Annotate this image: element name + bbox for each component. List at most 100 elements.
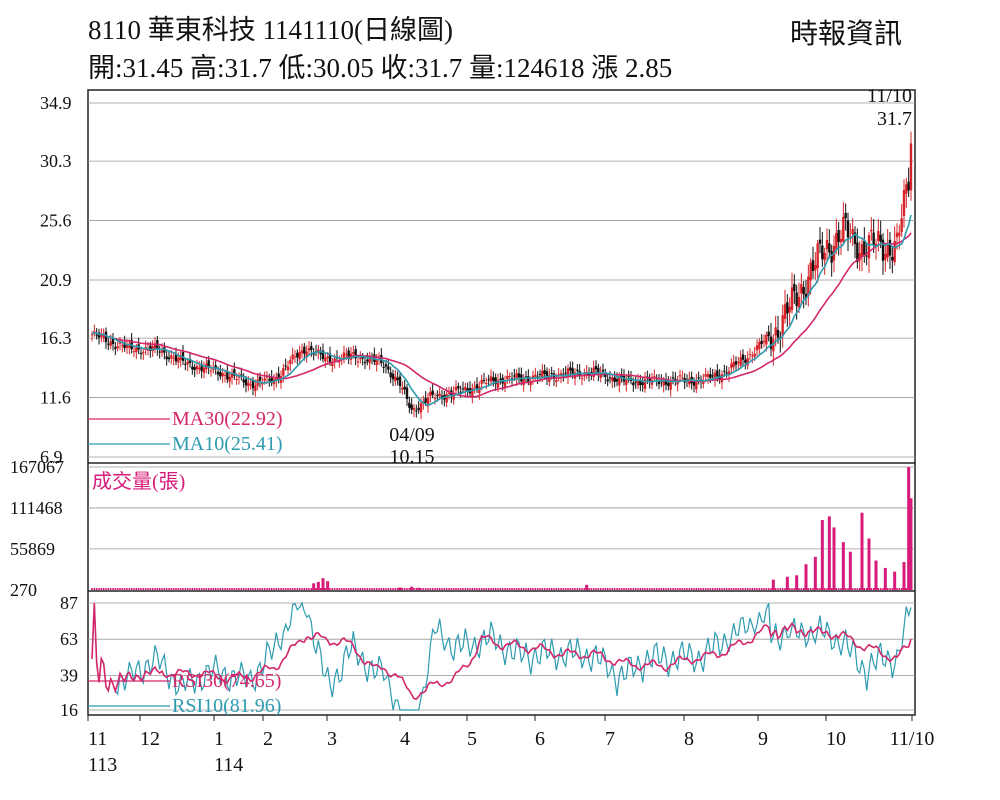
volume-bar xyxy=(627,588,630,590)
candle-body xyxy=(781,315,784,336)
volume-bar xyxy=(807,588,810,590)
annotation-high-value: 31.7 xyxy=(877,108,912,130)
candle-body xyxy=(270,377,273,383)
candle-body xyxy=(226,371,229,380)
volume-bar xyxy=(186,588,189,590)
candle-body xyxy=(111,337,115,344)
volume-bar xyxy=(702,588,705,590)
candle-body xyxy=(597,367,600,375)
candle-body xyxy=(884,253,887,260)
candle-body xyxy=(716,370,719,377)
price-y-tick-label: 16.3 xyxy=(40,328,72,348)
volume-bar xyxy=(266,588,268,590)
candle-body xyxy=(223,374,227,376)
candle-body xyxy=(524,376,528,378)
volume-bar xyxy=(198,588,201,590)
volume-bar xyxy=(175,588,177,590)
candle-body xyxy=(286,366,290,371)
candle-body xyxy=(109,341,112,346)
candle-body xyxy=(307,347,311,351)
volume-bar xyxy=(841,542,845,590)
candle-body xyxy=(809,262,812,281)
volume-bar xyxy=(851,588,854,590)
candle-body xyxy=(881,239,885,261)
candle-body xyxy=(489,376,493,382)
volume-bar xyxy=(431,588,434,590)
chart-frame xyxy=(87,89,916,716)
candle-body xyxy=(158,351,161,353)
volume-y-tick-label: 270 xyxy=(10,580,37,600)
chart-title: 8110 華東科技 1141110(日線圖) xyxy=(88,15,453,45)
volume-bar xyxy=(457,588,460,590)
candle-body xyxy=(748,354,752,356)
candle-body xyxy=(538,374,542,376)
volume-bar xyxy=(126,588,128,590)
volume-bar xyxy=(877,588,880,590)
candle-body xyxy=(482,379,486,381)
volume-bar xyxy=(130,588,133,590)
candle-body xyxy=(310,345,313,350)
candle-body xyxy=(240,374,243,376)
volume-bar xyxy=(714,588,716,590)
candle-body xyxy=(851,228,854,235)
volume-bar xyxy=(744,588,747,590)
chart-source: 時報資訊 xyxy=(790,19,903,50)
volume-bar xyxy=(567,588,569,590)
volume-bar xyxy=(730,588,733,590)
volume-bar xyxy=(93,588,96,590)
candle-body xyxy=(522,378,525,386)
volume-bar xyxy=(616,588,618,590)
volume-bar xyxy=(277,588,280,590)
candle-body xyxy=(865,255,868,257)
volume-bar xyxy=(606,588,609,590)
volume-y-tick-label: 167067 xyxy=(10,457,64,477)
candle-body xyxy=(853,232,857,245)
volume-bar xyxy=(417,587,421,590)
volume-bar xyxy=(398,587,402,590)
candle-body xyxy=(842,216,845,242)
candle-body xyxy=(100,334,103,337)
volume-bar xyxy=(777,588,779,590)
volume-bar xyxy=(550,588,553,590)
volume-bar xyxy=(347,588,350,590)
candle-body xyxy=(625,379,628,385)
candle-body xyxy=(405,387,409,399)
volume-bar xyxy=(518,588,520,590)
volume-bar xyxy=(168,588,170,590)
volume-bar xyxy=(382,588,385,590)
volume-bar xyxy=(219,588,222,590)
candle-body xyxy=(541,370,544,379)
candle-body xyxy=(202,367,206,373)
volume-bar xyxy=(165,588,168,590)
candle-body xyxy=(433,398,437,400)
candle-body xyxy=(249,384,252,386)
volume-bar xyxy=(464,588,467,590)
volume-bar xyxy=(599,588,602,590)
volume-bar xyxy=(716,588,719,590)
volume-bar xyxy=(848,551,852,590)
volume-bar xyxy=(422,588,425,590)
volume-bar xyxy=(212,588,215,590)
volume-bar xyxy=(434,588,436,590)
volume-bar xyxy=(259,588,261,590)
volume-bar xyxy=(592,588,595,590)
price-y-tick-label: 11.6 xyxy=(40,388,71,408)
candle-body xyxy=(415,410,418,412)
rsi30-line xyxy=(91,602,912,700)
volume-bar xyxy=(760,588,763,590)
volume-bar xyxy=(107,588,110,590)
volume-bar xyxy=(813,556,817,590)
volume-bar xyxy=(450,588,453,590)
candle-body xyxy=(783,304,787,319)
candle-body xyxy=(359,357,362,360)
candle-body xyxy=(774,327,777,336)
candle-body xyxy=(711,375,714,377)
volume-bar xyxy=(441,588,443,590)
volume-bar xyxy=(504,588,506,590)
candle-body xyxy=(709,374,712,379)
x-tick-label: 11 xyxy=(88,728,107,750)
volume-bar xyxy=(753,588,756,590)
volume-bar xyxy=(207,588,210,590)
volume-bar xyxy=(252,588,254,590)
candle-body xyxy=(247,382,250,387)
